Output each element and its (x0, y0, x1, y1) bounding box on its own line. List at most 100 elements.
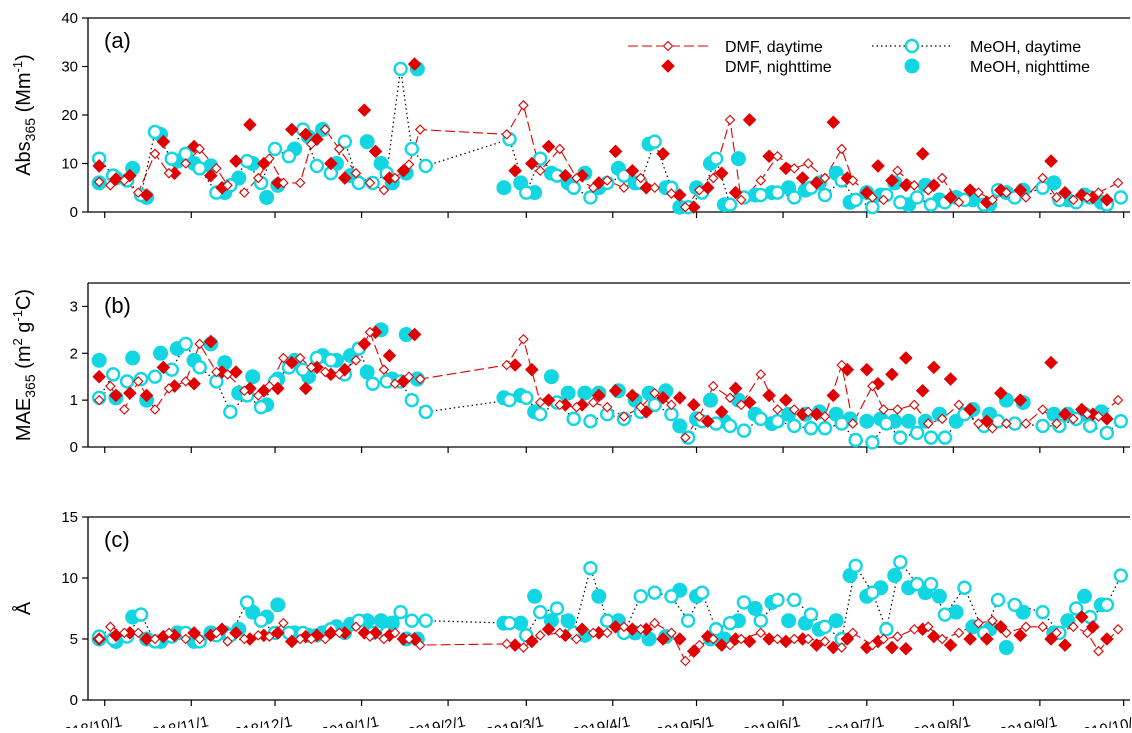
dmf-nighttime-point (714, 638, 729, 652)
dmf-nighttime-point (243, 381, 257, 396)
meoh-nighttime-point (931, 588, 947, 604)
dmf-daytime-point (724, 114, 736, 126)
dmf-daytime-point (163, 167, 175, 179)
dmf-daytime-point (1037, 172, 1048, 184)
y-label-unit-sup: 2 (10, 338, 25, 345)
meoh-daytime-point (865, 435, 880, 450)
meoh-nighttime-point (887, 568, 903, 584)
meoh-nighttime-point (270, 597, 286, 613)
dmf-nighttime-point (871, 159, 885, 173)
meoh-daytime-point (753, 613, 768, 628)
dmf-daytime-point (239, 187, 250, 198)
legend-dmf-nighttime-marker (661, 59, 675, 73)
dmf-daytime-point (867, 639, 878, 651)
meoh-nighttime-point (125, 350, 141, 366)
meoh-daytime-point (1007, 597, 1022, 613)
y-label-unit-pre: (Mm (13, 72, 35, 118)
dmf-nighttime-point (357, 626, 372, 640)
meoh-daytime-point (803, 607, 819, 622)
meoh-nighttime-point (359, 134, 375, 150)
meoh-daytime-point (722, 418, 738, 434)
dmf-daytime-point (708, 633, 719, 645)
y-label-sub: 365 (22, 118, 38, 142)
meoh-nighttime-point (591, 588, 607, 604)
dmf-nighttime-point (656, 391, 670, 405)
y-axis-label: MAE365 (m2 g-1C) (10, 289, 38, 441)
dmf-nighttime-point (357, 337, 372, 351)
meoh-daytime-point (680, 613, 696, 628)
dmf-nighttime-point (592, 388, 606, 403)
legend: DMF, daytime DMF, nighttime MeOH, daytime M… (628, 38, 1090, 76)
dmf-daytime-point (163, 627, 175, 639)
meoh-daytime-point (404, 613, 420, 628)
meoh-daytime-point (1068, 601, 1084, 616)
dmf-daytime-point (666, 399, 677, 411)
meoh-daytime-point (351, 175, 366, 191)
dmf-nighttime-point (1013, 183, 1028, 197)
dmf-nighttime-point (673, 391, 687, 405)
meoh-nighttime-point (859, 413, 875, 429)
dmf-daytime-point (278, 177, 289, 189)
dmf-daytime-point (1082, 627, 1093, 639)
meoh-daytime-point (309, 158, 325, 174)
dmf-daytime-point (936, 413, 948, 425)
dmf-nighttime-point (915, 383, 930, 398)
dmf-daytime-point (333, 143, 345, 155)
meoh-daytime-point (404, 141, 420, 157)
y-label-main: Abs (13, 141, 35, 175)
dmf-daytime-point (635, 172, 646, 184)
y-axis-label: Å (12, 601, 35, 615)
meoh-daytime-point (147, 369, 163, 384)
dmf-daytime-point (105, 621, 116, 633)
dmf-nighttime-point (525, 634, 539, 649)
dmf-nighttime-point (284, 122, 299, 137)
meoh-daytime-point (1099, 425, 1115, 441)
meoh-daytime-point (1113, 414, 1129, 429)
dmf-daytime-point (518, 642, 529, 653)
dmf-daytime-point (587, 182, 599, 194)
dmf-daytime-point (1051, 192, 1062, 203)
dmf-daytime-point (378, 364, 390, 375)
meoh-daytime-point (923, 576, 939, 592)
dmf-daytime-point (163, 383, 175, 394)
meoh-daytime-point (253, 613, 269, 628)
meoh-daytime-point (848, 192, 863, 208)
dmf-nighttime-point (229, 154, 243, 168)
dmf-nighttime-point (324, 156, 338, 171)
x-tick-label: 2019/3/1 (484, 713, 545, 728)
legend-meoh-nighttime-marker (904, 58, 920, 74)
meoh-daytime-point (893, 554, 908, 570)
dmf-nighttime-point (204, 168, 218, 183)
dmf-daytime-point (987, 615, 998, 626)
meoh-daytime-point (223, 404, 238, 420)
dmf-daytime-point (278, 352, 289, 364)
dmf-nighttime-point (558, 168, 573, 183)
dmf-daytime-point (755, 175, 767, 186)
dmf-nighttime-point (700, 629, 715, 644)
dmf-nighttime-point (639, 180, 654, 195)
dmf-nighttime-point (686, 398, 701, 412)
meoh-daytime-point (502, 392, 517, 408)
dmf-nighttime-point (656, 147, 670, 161)
dmf-daytime-point (364, 177, 376, 189)
dmf-nighttime-point (700, 180, 715, 195)
dmf-daytime-point (571, 172, 582, 184)
dmf-daytime-point (1112, 623, 1124, 635)
y-tick-label: 20 (61, 107, 78, 124)
dmf-nighttime-point (156, 134, 171, 149)
dmf-daytime-point (294, 352, 306, 364)
dmf-daytime-point (350, 355, 362, 366)
dmf-daytime-point (1082, 408, 1093, 420)
dmf-daytime-point (1037, 404, 1048, 415)
dmf-nighttime-point (899, 178, 913, 193)
meoh-daytime-point (178, 146, 193, 162)
dmf-daytime-point (587, 627, 599, 639)
dmf-daytime-point (180, 158, 191, 169)
meoh-daytime-point (393, 61, 408, 77)
dmf-daytime-point (908, 399, 920, 411)
panel-label: (b) (104, 293, 131, 318)
meoh-nighttime-point (641, 631, 657, 647)
meoh-daytime-point (923, 197, 939, 212)
dmf-daytime-point (389, 627, 401, 639)
